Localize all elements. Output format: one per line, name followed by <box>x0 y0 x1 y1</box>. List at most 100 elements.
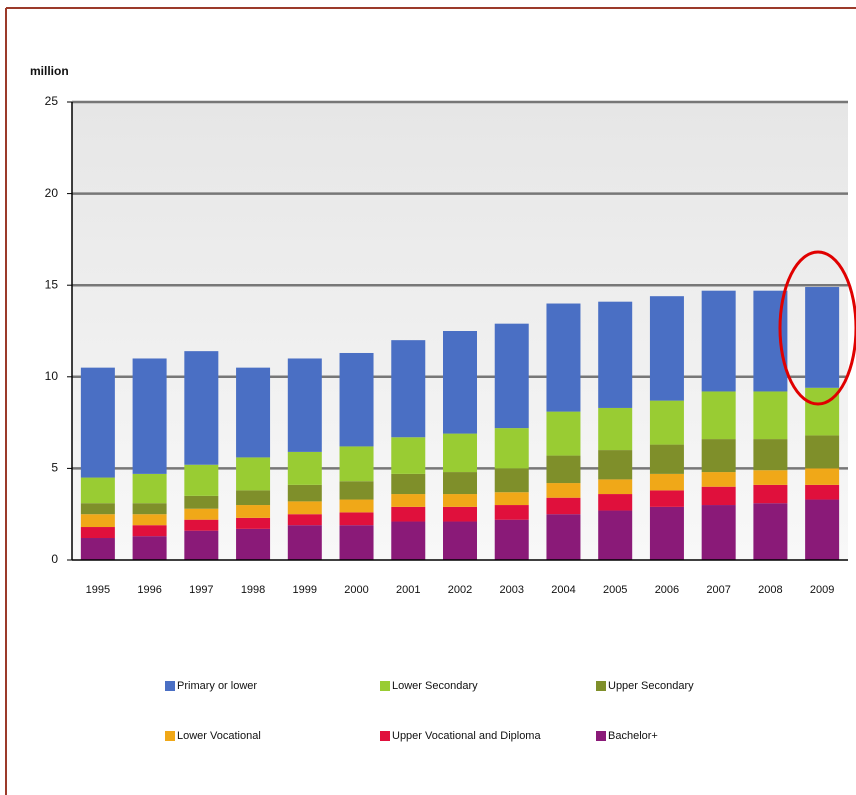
bar-segment <box>494 519 529 560</box>
bar-segment <box>391 521 426 560</box>
x-tick-label: 2003 <box>499 584 523 596</box>
bar-segment <box>805 387 840 436</box>
legend-swatch <box>380 681 390 691</box>
bar-segment <box>132 536 167 560</box>
bar-segment <box>339 446 374 482</box>
bar-segment <box>649 296 684 401</box>
bar-segment <box>701 290 736 392</box>
x-tick-label: 1996 <box>137 584 161 596</box>
bar-segment <box>132 358 167 474</box>
bar-segment <box>80 503 115 515</box>
bar-segment <box>132 525 167 537</box>
bar-segment <box>287 514 322 526</box>
x-tick-label: 2002 <box>448 584 472 596</box>
bar-segment <box>598 407 633 451</box>
bar-segment <box>494 428 529 469</box>
bar-segment <box>236 457 271 491</box>
bar-segment <box>598 494 633 511</box>
bar-segment <box>339 499 374 513</box>
y-tick-label: 20 <box>45 186 59 200</box>
x-tick-label: 2007 <box>706 584 730 596</box>
bar-segment <box>339 352 374 447</box>
legend-swatch <box>596 681 606 691</box>
bar-segment <box>805 287 840 388</box>
bar-segment <box>132 473 167 504</box>
y-tick-label: 25 <box>45 94 59 108</box>
bar-segment <box>236 528 271 560</box>
bar-segment <box>236 367 271 458</box>
x-tick-label: 2001 <box>396 584 420 596</box>
bar-segment <box>80 514 115 528</box>
bar-segment <box>391 473 426 495</box>
bar-segment <box>649 444 684 474</box>
legend-swatch <box>380 731 390 741</box>
legend-label: Lower Vocational <box>177 730 261 742</box>
bar-segment <box>236 490 271 506</box>
x-tick-label: 2006 <box>655 584 679 596</box>
bar-segment <box>494 505 529 520</box>
bar-segment <box>443 521 477 560</box>
bar-segment <box>391 506 426 522</box>
bar-segment <box>805 499 840 560</box>
bar-segment <box>80 477 115 504</box>
bar-segment <box>443 494 477 507</box>
bar-segment <box>184 508 219 520</box>
bar-segment <box>753 484 788 504</box>
bar-segment <box>805 484 840 500</box>
legend-swatch <box>596 731 606 741</box>
bar-segment <box>598 301 633 408</box>
bar-segment <box>80 538 115 560</box>
legend-label: Upper Secondary <box>608 680 694 692</box>
x-tick-label: 1997 <box>189 584 213 596</box>
y-tick-label: 0 <box>51 552 58 566</box>
bar-segment <box>80 367 115 478</box>
bar-segment <box>494 492 529 506</box>
x-tick-label: 2005 <box>603 584 627 596</box>
bar-segment <box>701 505 736 560</box>
bar-segment <box>132 514 167 526</box>
bar-segment <box>443 472 477 495</box>
bar-segment <box>236 505 271 518</box>
bar-segment <box>649 400 684 445</box>
bar-segment <box>598 479 633 495</box>
bar-segment <box>339 481 374 500</box>
legend-label: Bachelor+ <box>608 730 658 742</box>
bar-segment <box>287 525 322 560</box>
bar-segment <box>184 495 219 509</box>
bar-segment <box>546 411 581 456</box>
bar-segment <box>184 464 219 496</box>
y-tick-label: 15 <box>45 277 59 291</box>
bar-segment <box>339 512 374 526</box>
x-tick-label: 2000 <box>344 584 368 596</box>
legend-label: Lower Secondary <box>392 680 478 692</box>
bar-segment <box>753 439 788 471</box>
bar-segment <box>494 323 529 429</box>
bar-segment <box>546 497 581 515</box>
x-tick-label: 2009 <box>810 584 834 596</box>
legend-swatch <box>165 681 175 691</box>
x-tick-label: 1998 <box>241 584 265 596</box>
legend-label: Upper Vocational and Diploma <box>392 730 541 742</box>
bar-segment <box>443 433 477 473</box>
bar-segment <box>287 358 322 452</box>
bar-segment <box>287 484 322 502</box>
x-tick-label: 2004 <box>551 584 575 596</box>
bar-segment <box>805 435 840 469</box>
bar-segment <box>546 514 581 560</box>
bar-segment <box>753 470 788 485</box>
bar-segment <box>339 525 374 560</box>
bar-segment <box>701 391 736 440</box>
bar-segment <box>753 503 788 560</box>
y-tick-label: 10 <box>45 369 59 383</box>
bar-segment <box>391 494 426 507</box>
bar-segment <box>184 519 219 531</box>
bar-segment <box>598 450 633 480</box>
bar-segment <box>287 451 322 485</box>
bar-segment <box>546 303 581 412</box>
bar-segment <box>184 530 219 560</box>
bar-segment <box>236 517 271 529</box>
bar-segment <box>598 510 633 560</box>
bar-segment <box>546 455 581 484</box>
bar-segment <box>649 506 684 560</box>
y-axis-label: million <box>30 64 69 78</box>
